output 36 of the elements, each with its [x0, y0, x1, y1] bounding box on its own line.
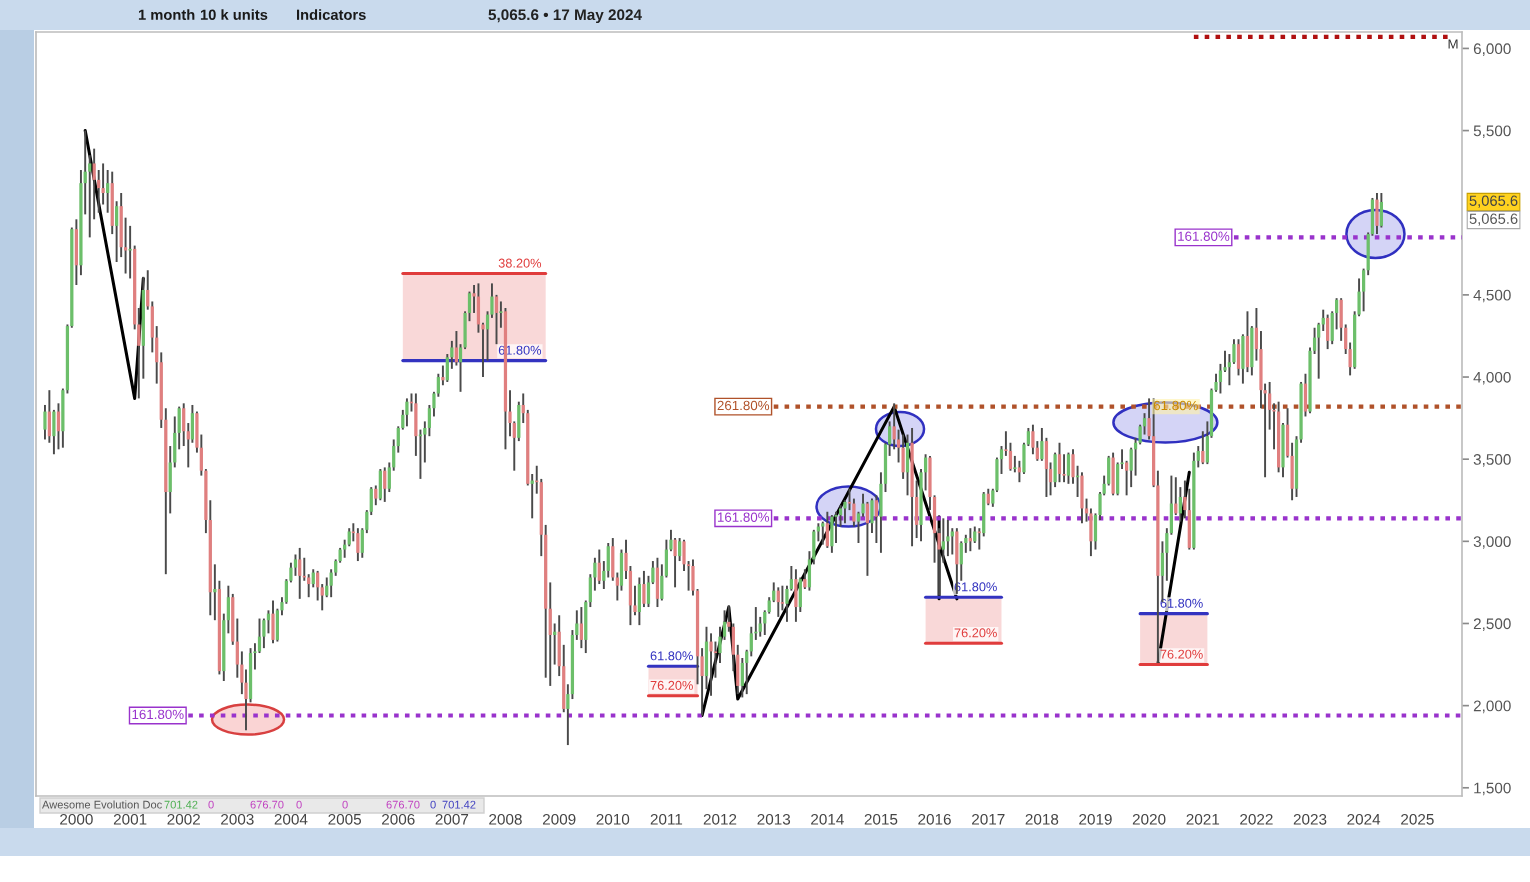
candlestick [673, 537, 677, 589]
candlestick [1236, 338, 1241, 377]
candlestick [1031, 423, 1035, 456]
candlestick [1080, 471, 1084, 525]
candlestick [1375, 192, 1379, 236]
candlestick [955, 527, 959, 595]
candlestick [378, 468, 382, 502]
candlestick [825, 510, 829, 549]
candlestick [1326, 313, 1330, 351]
candlestick [1053, 451, 1057, 489]
candlestick [1379, 192, 1383, 229]
candlestick [830, 514, 834, 554]
candlestick [946, 519, 950, 558]
candlestick [579, 606, 583, 650]
candlestick [356, 527, 360, 563]
candlestick [655, 556, 660, 609]
candlestick [637, 576, 641, 627]
candlestick [619, 548, 624, 592]
candlestick [821, 520, 825, 546]
candlestick [1057, 441, 1062, 484]
candlestick [1044, 436, 1049, 498]
candlestick [758, 615, 762, 638]
candlestick [262, 617, 266, 650]
candlestick [383, 466, 387, 503]
candlestick [1107, 454, 1111, 487]
candlestick [709, 632, 713, 697]
candlestick [597, 548, 601, 586]
candlestick [298, 546, 302, 600]
candlestick [1129, 446, 1133, 489]
candlestick [1089, 507, 1093, 558]
candlestick [794, 568, 798, 623]
candlestick [1066, 451, 1071, 485]
candlestick [1111, 451, 1115, 497]
candlestick [405, 397, 409, 428]
candlestick [101, 162, 105, 206]
candlestick [271, 599, 275, 645]
